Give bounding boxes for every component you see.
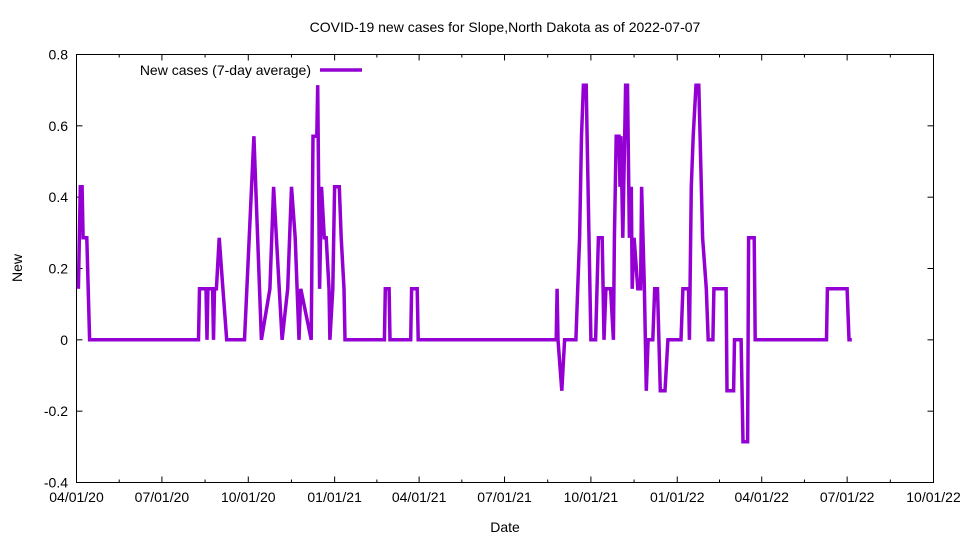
- y-tick-label: 0.8: [49, 47, 69, 63]
- legend: New cases (7-day average): [140, 62, 362, 78]
- x-tick-label: 04/01/22: [734, 489, 789, 505]
- chart-title: COVID-19 new cases for Slope,North Dakot…: [310, 19, 701, 35]
- x-tick-label: 10/01/20: [221, 489, 276, 505]
- x-tick-label: 01/01/22: [650, 489, 705, 505]
- legend-label: New cases (7-day average): [140, 62, 311, 78]
- plot-border: [76, 54, 934, 483]
- x-tick-label: 10/01/21: [564, 489, 619, 505]
- y-tick-label: -0.4: [44, 475, 68, 491]
- x-tick-label: 07/01/20: [135, 489, 190, 505]
- x-tick-label: 07/01/22: [820, 489, 875, 505]
- x-tick-label: 10/01/22: [906, 489, 960, 505]
- x-tick-label: 07/01/21: [477, 489, 532, 505]
- x-tick-label: 04/01/20: [49, 489, 104, 505]
- y-tick-label: 0: [60, 332, 68, 348]
- y-tick-label: 0.4: [49, 189, 69, 205]
- x-axis-label: Date: [490, 519, 520, 535]
- y-tick-label: 0.2: [49, 261, 69, 277]
- x-tick-label: 01/01/21: [307, 489, 362, 505]
- x-tick-label: 04/01/21: [392, 489, 447, 505]
- series-line-new-cases: [76, 83, 852, 444]
- y-tick-label: -0.2: [44, 403, 68, 419]
- y-tick-label: 0.6: [49, 118, 69, 134]
- y-axis-label: New: [9, 253, 25, 282]
